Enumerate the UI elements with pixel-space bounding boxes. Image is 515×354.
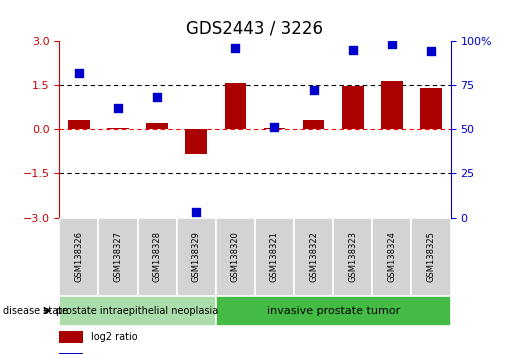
Bar xyxy=(177,218,216,296)
Text: GSM138326: GSM138326 xyxy=(74,231,83,282)
Point xyxy=(310,87,318,93)
Bar xyxy=(255,218,294,296)
Point xyxy=(388,41,396,47)
Bar xyxy=(98,218,138,296)
Bar xyxy=(68,120,90,129)
Point xyxy=(270,125,279,130)
Text: log2 ratio: log2 ratio xyxy=(91,332,137,342)
Bar xyxy=(107,128,129,129)
Title: GDS2443 / 3226: GDS2443 / 3226 xyxy=(186,20,323,38)
Point xyxy=(427,48,435,54)
Bar xyxy=(303,120,324,129)
Text: GSM138320: GSM138320 xyxy=(231,231,240,282)
Point xyxy=(114,105,122,111)
Text: GSM138325: GSM138325 xyxy=(426,231,436,282)
Text: GSM138328: GSM138328 xyxy=(152,231,162,282)
Point xyxy=(192,210,200,215)
Text: GSM138322: GSM138322 xyxy=(309,231,318,282)
Text: GSM138327: GSM138327 xyxy=(113,231,123,282)
Bar xyxy=(216,218,255,296)
Bar xyxy=(333,218,372,296)
Bar xyxy=(294,218,333,296)
Text: GSM138323: GSM138323 xyxy=(348,231,357,282)
Text: disease state: disease state xyxy=(3,306,67,316)
Text: prostate intraepithelial neoplasia: prostate intraepithelial neoplasia xyxy=(56,306,219,316)
Bar xyxy=(216,296,451,326)
Bar xyxy=(225,84,246,129)
Text: GSM138321: GSM138321 xyxy=(270,231,279,282)
Bar xyxy=(59,218,98,296)
Bar xyxy=(138,218,177,296)
Bar xyxy=(420,88,442,129)
Text: invasive prostate tumor: invasive prostate tumor xyxy=(267,306,400,316)
Bar xyxy=(59,353,83,354)
Bar xyxy=(381,80,403,129)
Bar xyxy=(372,218,411,296)
Bar xyxy=(59,331,83,343)
Text: GSM138324: GSM138324 xyxy=(387,231,397,282)
Bar xyxy=(264,128,285,129)
Point xyxy=(75,70,83,75)
Point xyxy=(153,95,161,100)
Bar xyxy=(342,86,364,129)
Text: GSM138329: GSM138329 xyxy=(192,231,201,282)
Bar xyxy=(59,296,216,326)
Bar xyxy=(185,129,207,154)
Point xyxy=(231,45,239,51)
Bar xyxy=(411,218,451,296)
Bar xyxy=(146,123,168,129)
Point xyxy=(349,47,357,52)
